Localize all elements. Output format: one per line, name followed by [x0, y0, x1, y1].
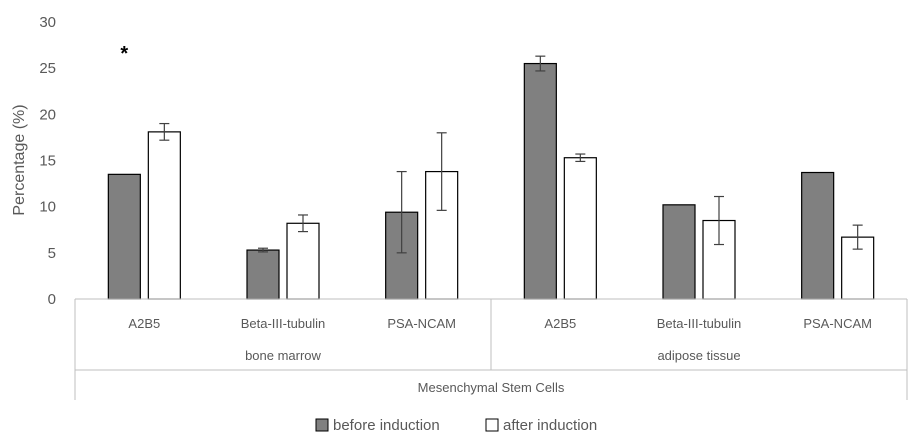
y-tick-label: 10: [39, 199, 56, 216]
x-tick-label: A2B5: [544, 316, 576, 331]
bar-after-induction: [147, 131, 181, 300]
legend-swatch: [315, 418, 329, 432]
y-tick-label: 5: [48, 245, 56, 262]
bar-before-induction: [801, 171, 835, 300]
legend-swatch: [485, 418, 499, 432]
y-tick-label: 20: [39, 106, 56, 123]
y-axis: 0 5 10 15 20 25 30: [39, 14, 56, 308]
annotations: *: [120, 43, 128, 65]
x-tick-label: A2B5: [128, 316, 160, 331]
bar-before-induction: [246, 249, 280, 300]
x-tick-label: PSA-NCAM: [803, 316, 872, 331]
x-group-label: adipose tissue: [657, 348, 740, 363]
legend: before induction after induction: [315, 417, 597, 434]
y-tick-label: 15: [39, 153, 56, 170]
bar-after-induction: [841, 236, 875, 300]
x-tick-label: Beta-III-tubulin: [241, 316, 326, 331]
x-axis: A2B5 Beta-III-tubulin PSA-NCAM A2B5 Beta-III…: [74, 298, 908, 400]
x-super-group-label: Mesenchymal Stem Cells: [418, 380, 565, 395]
x-group-label: bone marrow: [245, 348, 321, 363]
x-tick-label: PSA-NCAM: [387, 316, 456, 331]
bar-after-induction: [286, 222, 320, 300]
legend-label: after induction: [503, 417, 597, 434]
bars: [107, 62, 875, 300]
y-tick-label: 25: [39, 60, 56, 77]
y-tick-label: 0: [48, 291, 56, 308]
error-bars: [159, 55, 863, 254]
bar-after-induction: [563, 157, 597, 300]
y-axis-label: Percentage (%): [11, 104, 28, 215]
y-tick-label: 30: [39, 14, 56, 31]
legend-label: before induction: [333, 417, 440, 434]
bar-before-induction: [523, 62, 557, 300]
bar-before-induction: [662, 204, 696, 300]
significance-asterisk: *: [120, 43, 128, 65]
x-tick-label: Beta-III-tubulin: [657, 316, 742, 331]
bar-before-induction: [107, 173, 141, 300]
